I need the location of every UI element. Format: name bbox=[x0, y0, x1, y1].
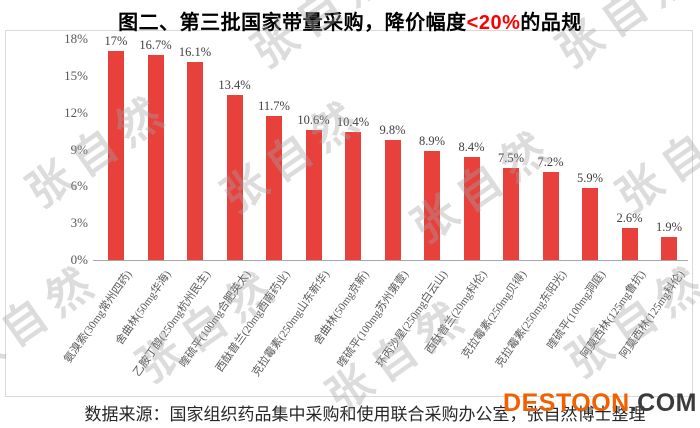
bar bbox=[266, 116, 282, 260]
bar-value-label: 10.4% bbox=[336, 115, 370, 130]
bar bbox=[424, 150, 440, 260]
y-axis-tick: 12% bbox=[64, 104, 88, 120]
destoon-logo-tld: .COM bbox=[629, 389, 697, 417]
bar bbox=[661, 236, 677, 260]
bar bbox=[226, 95, 243, 260]
y-axis-tick: 18% bbox=[64, 31, 88, 46]
bar-value-label: 8.9% bbox=[418, 133, 446, 148]
bar-value-label: 9.8% bbox=[379, 122, 406, 137]
bar-value-label: 17% bbox=[104, 34, 128, 49]
bar-value-label: 7.5% bbox=[497, 150, 525, 165]
bar-value-label: 13.4% bbox=[218, 78, 251, 93]
bar bbox=[384, 139, 401, 260]
y-axis-tick: 0% bbox=[70, 252, 88, 267]
source-note: 数据来源：国家组织药品集中采购和使用联合采购办公室，张自然博士整理 bbox=[84, 405, 646, 424]
x-axis-label: 克拉霉素(250mg东阳光) bbox=[493, 268, 569, 370]
chart-title-suffix: 的品规 bbox=[520, 12, 582, 34]
bar bbox=[463, 156, 480, 260]
bar bbox=[147, 54, 164, 260]
y-axis-tick: 6% bbox=[70, 178, 88, 194]
x-axis-label: 喹硫平(100mg合肥英太) bbox=[177, 268, 253, 370]
x-axis-label: 喹硫平(100mg苏州第壹) bbox=[335, 268, 411, 370]
bar bbox=[305, 129, 322, 260]
chart-title-highlight: <20% bbox=[466, 12, 521, 34]
bar-value-label: 7.2% bbox=[537, 154, 564, 169]
bar-value-label: 11.7% bbox=[258, 99, 290, 114]
bar bbox=[108, 51, 124, 260]
bar-value-label: 2.6% bbox=[616, 211, 643, 226]
bar-value-label: 16.7% bbox=[139, 37, 172, 52]
bar bbox=[621, 228, 638, 260]
bar-value-label: 1.9% bbox=[655, 219, 683, 234]
y-axis-tick: 9% bbox=[70, 141, 88, 157]
chart-title: 图二、第三批国家带量采购，降价幅度<20%的品规 bbox=[0, 6, 700, 35]
bar bbox=[582, 187, 598, 260]
bar-value-label: 16.1% bbox=[178, 45, 212, 60]
x-axis-label: 氨溴索(30mg常州四药) bbox=[61, 268, 135, 366]
bar bbox=[503, 167, 519, 260]
bar-value-label: 5.9% bbox=[576, 170, 604, 185]
bar bbox=[345, 132, 361, 260]
bar-value-label: 10.6% bbox=[297, 112, 330, 127]
y-axis-tick: 3% bbox=[70, 215, 88, 231]
bar-value-label: 8.4% bbox=[458, 139, 485, 154]
chart-title-text: 图二、第三批国家带量采购，降价幅度 bbox=[118, 12, 467, 34]
chart-plot-area: 0% 3% 6% 9% 12% 15% 18% 17% 氨溴索(30mg常州四药) 16.7% 舍曲… bbox=[5, 30, 693, 397]
x-axis-line bbox=[93, 260, 688, 261]
bar bbox=[542, 171, 559, 260]
x-axis-label: 环丙沙星(250mg白云山) bbox=[374, 268, 451, 370]
bar bbox=[187, 62, 203, 260]
destoon-logo: DESTOON.COM bbox=[503, 391, 697, 416]
destoon-logo-name: DESTOON bbox=[503, 389, 630, 417]
y-axis-tick: 15% bbox=[64, 67, 88, 83]
